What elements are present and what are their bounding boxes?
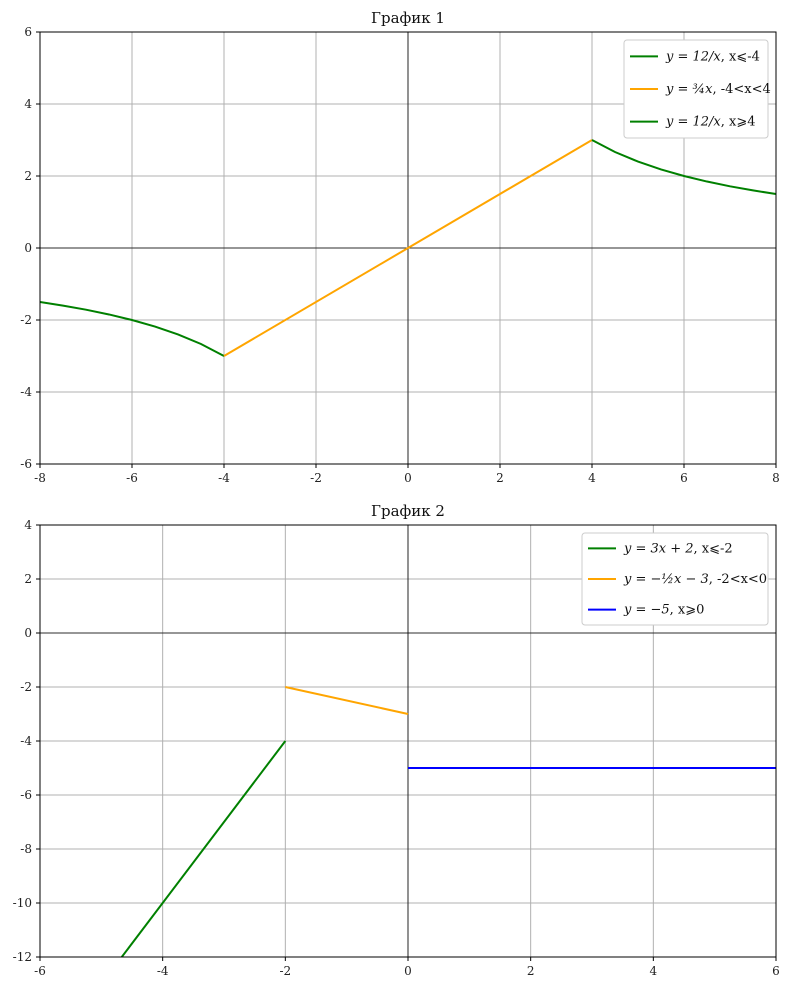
y-tick-label: -6 — [20, 788, 32, 802]
legend-label-1: y = 3x + 2, x⩽-2 — [623, 541, 733, 556]
legend-box — [581, 532, 769, 626]
series-line-3 — [591, 139, 776, 195]
y-tick-label: -6 — [20, 457, 32, 471]
y-tick-label: 2 — [24, 572, 32, 586]
y-tick-label: -10 — [13, 896, 32, 910]
x-tick-label: -8 — [34, 471, 46, 485]
legend-label-2: y = −½x − 3, -2<x<0 — [623, 572, 767, 587]
x-tick-label: 4 — [588, 471, 596, 485]
legend-label-3: y = 12/x, x⩾4 — [665, 115, 756, 130]
x-tick-label: 0 — [404, 471, 412, 485]
x-tick-label: 6 — [680, 471, 688, 485]
x-tick-label: 6 — [772, 964, 780, 978]
y-tick-label: -2 — [20, 680, 32, 694]
series-line-2 — [223, 139, 593, 357]
y-tick-label: 4 — [24, 518, 32, 532]
y-tick-label: 2 — [24, 169, 32, 183]
y-tick-label: -4 — [20, 385, 32, 399]
x-tick-label: 8 — [772, 471, 780, 485]
legend-box — [623, 39, 769, 139]
y-tick-label: -8 — [20, 842, 32, 856]
legend-label-2: y = ¾x, -4<x<4 — [665, 82, 771, 97]
series-line-1 — [40, 301, 225, 357]
chart-title: График 2 — [371, 502, 445, 520]
y-tick-label: -4 — [20, 734, 32, 748]
y-tick-label: -2 — [20, 313, 32, 327]
x-tick-label: -4 — [157, 964, 169, 978]
y-tick-label: 6 — [24, 25, 32, 39]
x-tick-label: -2 — [279, 964, 291, 978]
x-tick-label: -2 — [310, 471, 322, 485]
series-line-1 — [120, 740, 287, 957]
legend: y = 12/x, x⩽-4 y = ¾x, -4<x<4 y = 12/x, x⩾… — [623, 39, 771, 139]
x-tick-label: 2 — [496, 471, 504, 485]
x-tick-label: -6 — [126, 471, 138, 485]
y-tick-label: 4 — [24, 97, 32, 111]
series-line-2 — [285, 686, 409, 715]
chart-panel-2: -6 -4 -2 0 2 4 6 -12 -10 -8 -6 -4 -2 0 2 4 График 2 y = 3… — [13, 502, 780, 978]
x-tick-label: 2 — [527, 964, 535, 978]
legend: y = 3x + 2, x⩽-2 y = −½x − 3, -2<x<0 y = −… — [581, 532, 769, 626]
y-tick-label: 0 — [24, 626, 32, 640]
legend-label-1: y = 12/x, x⩽-4 — [665, 49, 760, 64]
legend-label-3: y = −5, x⩾0 — [623, 603, 704, 618]
y-tick-label: -12 — [13, 950, 32, 964]
x-tick-label: -4 — [218, 471, 230, 485]
x-tick-label: 0 — [404, 964, 412, 978]
y-tick-label: 0 — [24, 241, 32, 255]
chart-title: График 1 — [371, 9, 445, 27]
x-tick-label: 4 — [650, 964, 658, 978]
x-tick-label: -6 — [34, 964, 46, 978]
